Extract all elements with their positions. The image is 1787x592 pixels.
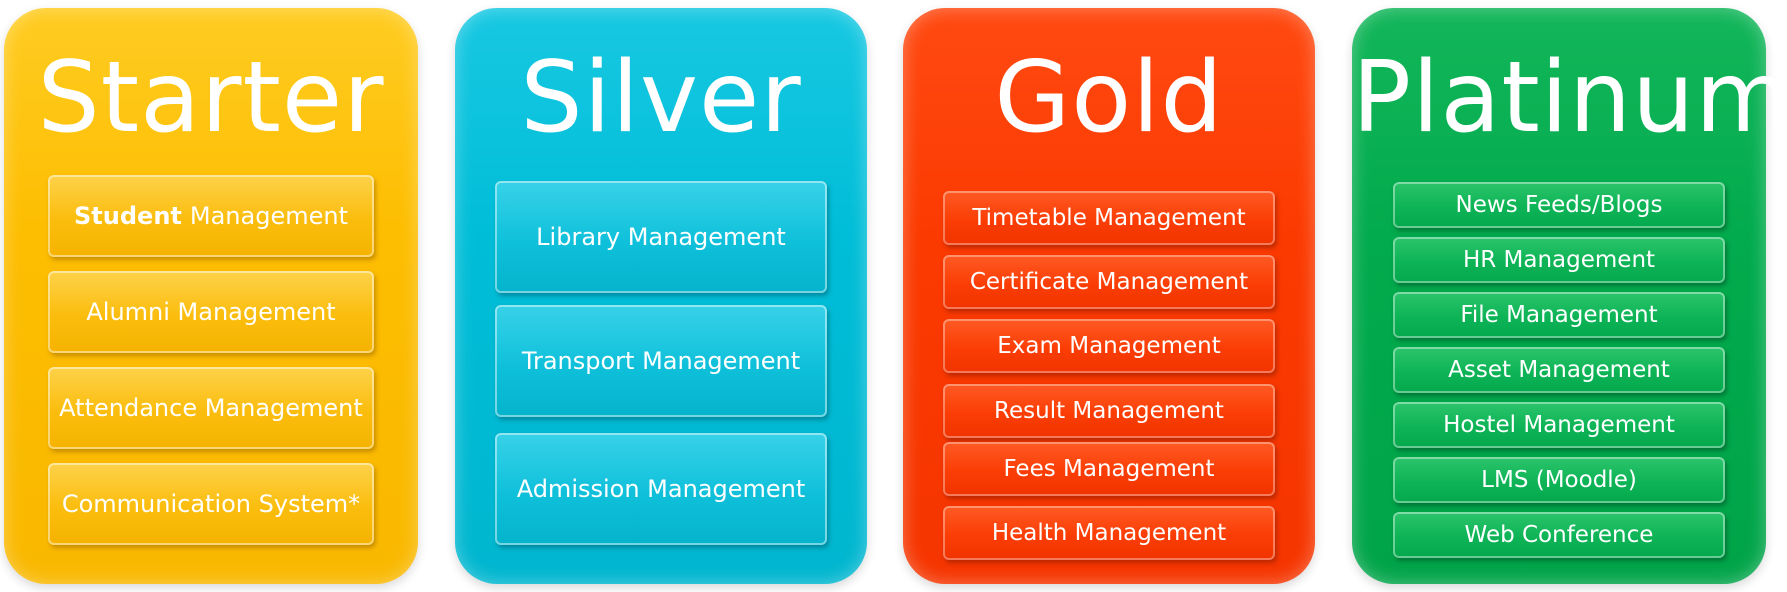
- feature-label: Asset Management: [1448, 357, 1670, 383]
- feature-label: LMS (Moodle): [1481, 467, 1637, 493]
- plan-card-gold: Gold Timetable Management Certificate Ma…: [903, 8, 1315, 584]
- feature-lms-moodle[interactable]: LMS (Moodle): [1393, 457, 1725, 503]
- plan-title: Silver: [520, 41, 802, 155]
- feature-label: Library Management: [536, 223, 786, 251]
- feature-label: File Management: [1460, 302, 1658, 328]
- feature-label: HR Management: [1462, 247, 1656, 273]
- feature-label: Health Management: [991, 520, 1227, 546]
- feature-exam-management[interactable]: Exam Management: [943, 319, 1275, 373]
- feature-student-management[interactable]: Student Management: [48, 175, 374, 257]
- feature-asset-management[interactable]: Asset Management: [1393, 347, 1725, 393]
- plan-title: Starter: [37, 41, 385, 155]
- feature-admission-management[interactable]: Admission Management: [495, 433, 827, 545]
- feature-label: Timetable Management: [972, 205, 1246, 231]
- plan-title: Gold: [994, 41, 1224, 155]
- feature-library-management[interactable]: Library Management: [495, 181, 827, 293]
- feature-attendance-management[interactable]: Attendance Management: [48, 367, 374, 449]
- feature-fees-management[interactable]: Fees Management: [943, 442, 1275, 496]
- feature-timetable-management[interactable]: Timetable Management: [943, 191, 1275, 245]
- feature-label: Fees Management: [1003, 456, 1215, 482]
- feature-web-conference[interactable]: Web Conference: [1393, 512, 1725, 558]
- feature-label: News Feeds/Blogs: [1455, 192, 1663, 218]
- plan-card-platinum: Platinum News Feeds/Blogs HR Management …: [1352, 8, 1787, 584]
- feature-label: Exam Management: [997, 333, 1221, 359]
- feature-communication-system[interactable]: Communication System*: [48, 463, 374, 545]
- feature-bold-label: Student: [74, 202, 182, 230]
- feature-file-management[interactable]: File Management: [1393, 292, 1725, 338]
- feature-label: Result Management: [994, 398, 1224, 424]
- feature-label: Management: [189, 202, 348, 230]
- feature-label: Communication System*: [61, 490, 361, 518]
- feature-label: Transport Management: [521, 347, 801, 375]
- feature-label: Admission Management: [516, 475, 806, 503]
- plan-title: Platinum: [1352, 41, 1787, 155]
- feature-transport-management[interactable]: Transport Management: [495, 305, 827, 417]
- feature-hr-management[interactable]: HR Management: [1393, 237, 1725, 283]
- feature-result-management[interactable]: Result Management: [943, 384, 1275, 438]
- feature-certificate-management[interactable]: Certificate Management: [943, 255, 1275, 309]
- feature-label: Hostel Management: [1443, 412, 1675, 438]
- plan-card-silver: Silver Library Management Transport Mana…: [455, 8, 867, 584]
- feature-health-management[interactable]: Health Management: [943, 506, 1275, 560]
- feature-alumni-management[interactable]: Alumni Management: [48, 271, 374, 353]
- feature-label: Certificate Management: [969, 269, 1249, 295]
- feature-hostel-management[interactable]: Hostel Management: [1393, 402, 1725, 448]
- feature-label: Alumni Management: [86, 298, 336, 326]
- feature-label: Attendance Management: [59, 394, 363, 422]
- feature-label: Web Conference: [1464, 522, 1654, 548]
- plan-card-starter: Starter Student Management Alumni Manage…: [4, 8, 418, 584]
- feature-news-feeds-blogs[interactable]: News Feeds/Blogs: [1393, 182, 1725, 228]
